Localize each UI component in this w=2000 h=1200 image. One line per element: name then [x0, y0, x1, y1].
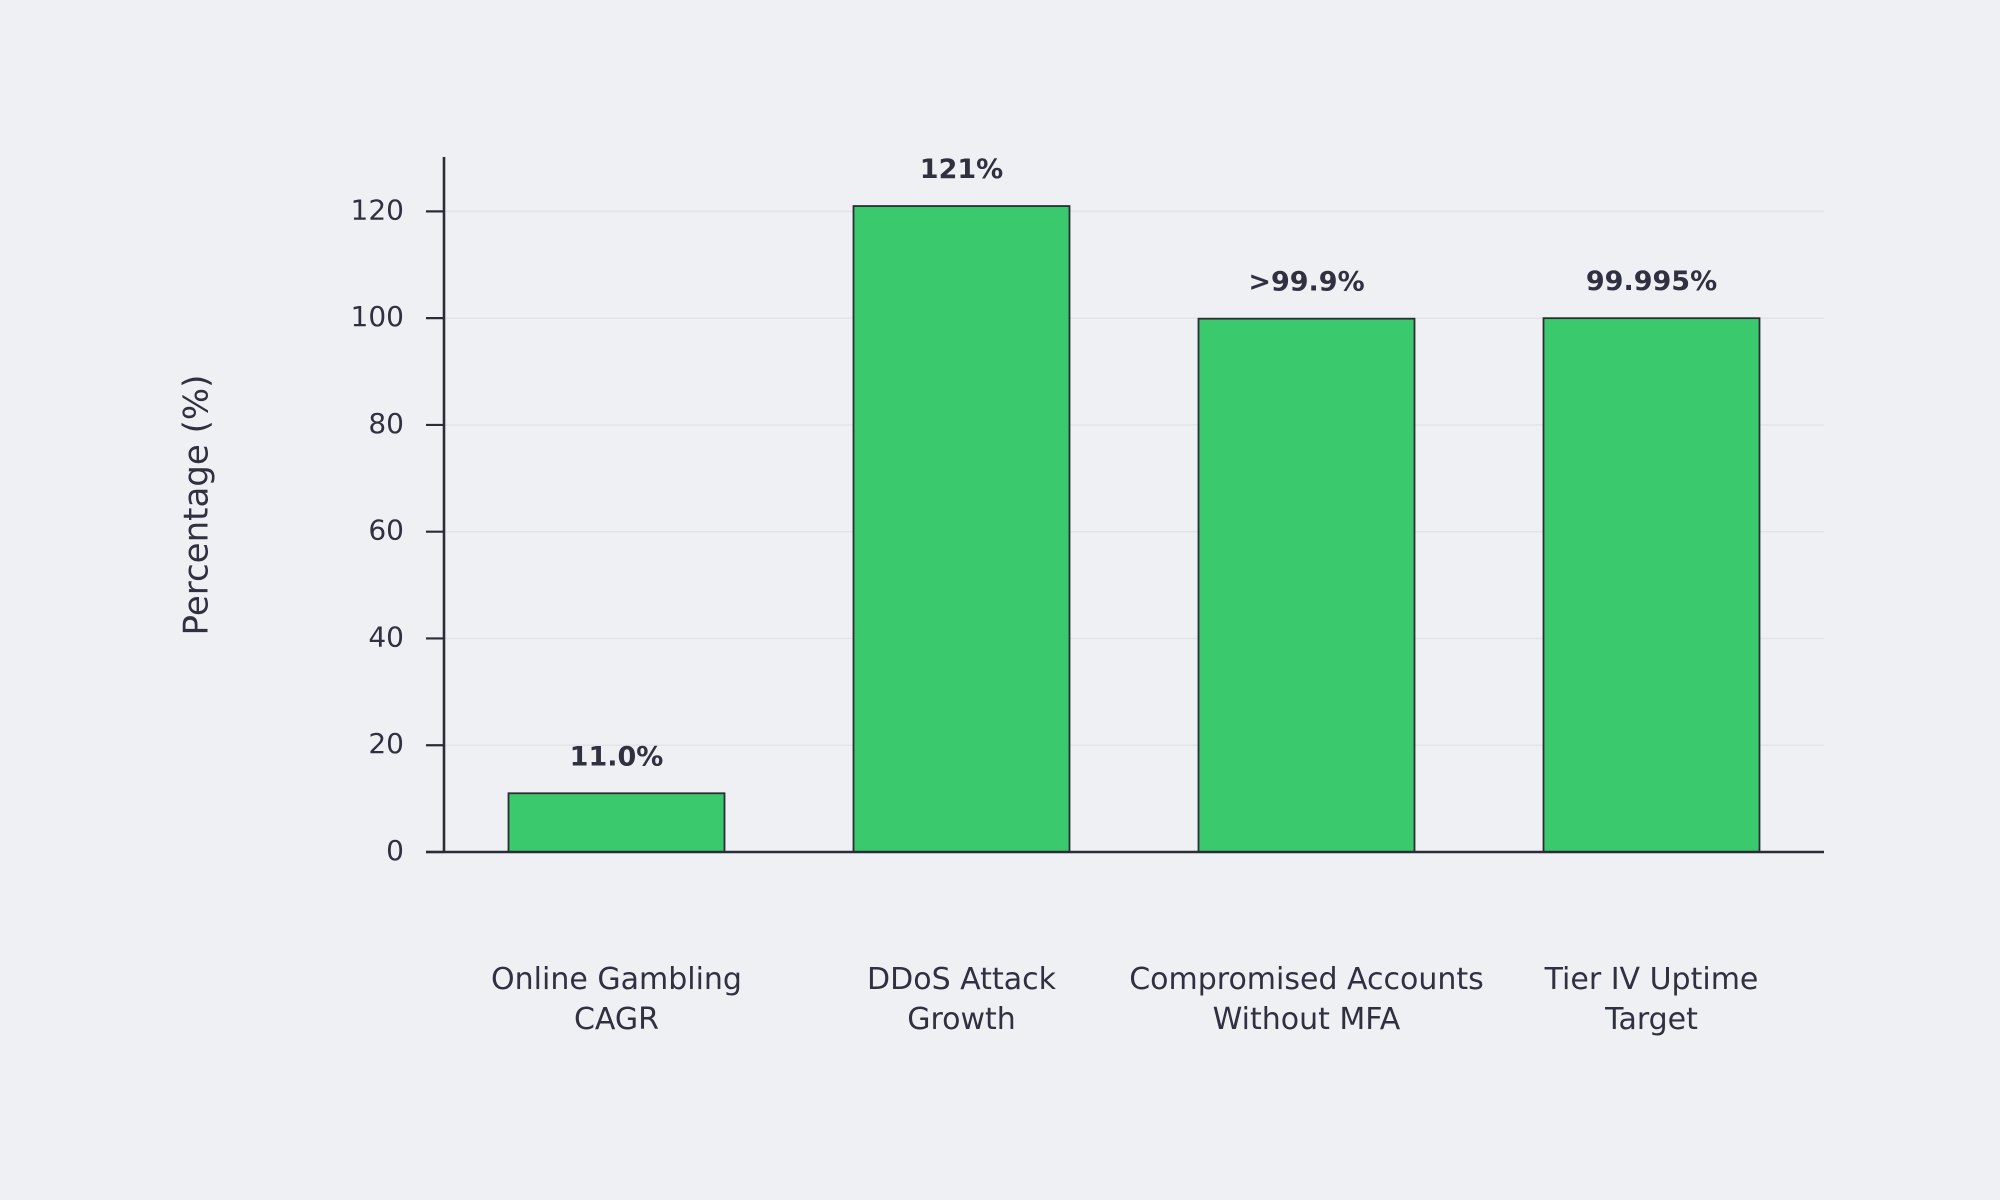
data-label: >99.9%: [1248, 267, 1364, 298]
x-category-label-line: Tier IV Uptime: [1544, 962, 1759, 997]
x-category-label: DDoS Attack Growth: [867, 962, 1057, 1037]
x-category-label-line: Compromised Accounts: [1129, 962, 1484, 997]
y-tick-label: 80: [368, 407, 404, 440]
y-tick-label: 60: [368, 514, 404, 547]
x-category-label-line: Target: [1604, 1002, 1698, 1037]
axes: [426, 157, 1824, 854]
bar: [507, 792, 726, 853]
bars: [507, 205, 1761, 853]
x-category-label-line: DDoS Attack: [867, 962, 1057, 997]
x-category-label: Tier IV Uptime Target: [1544, 962, 1759, 1037]
y-tick-label: 20: [368, 727, 404, 760]
y-tick-label: 120: [351, 193, 404, 226]
y-axis-ticks: 0 20 40 60 80 100 120: [351, 193, 444, 867]
x-category-label-line: CAGR: [574, 1002, 659, 1037]
y-tick-label: 40: [368, 620, 404, 653]
y-axis-title: Percentage (%): [177, 375, 217, 636]
data-label: 121%: [920, 154, 1003, 185]
x-category-label-line: Online Gambling: [491, 962, 742, 997]
y-tick-label: 0: [386, 834, 404, 867]
x-category-label: Compromised Accounts Without MFA: [1129, 962, 1484, 1037]
data-labels: 11.0% 121% >99.9% 99.995%: [570, 154, 1717, 772]
bar: [1197, 317, 1416, 853]
x-category-label: Online Gambling CAGR: [491, 962, 742, 1037]
y-tick-label: 100: [351, 300, 404, 333]
x-axis-categories: Online Gambling CAGR DDoS Attack Growth Comp…: [491, 962, 1758, 1037]
bar: [852, 205, 1071, 853]
x-category-label-line: Without MFA: [1213, 1002, 1401, 1037]
bar: [1542, 317, 1761, 853]
data-label: 99.995%: [1586, 266, 1717, 297]
data-label: 11.0%: [570, 741, 664, 772]
x-category-label-line: Growth: [907, 1002, 1016, 1037]
